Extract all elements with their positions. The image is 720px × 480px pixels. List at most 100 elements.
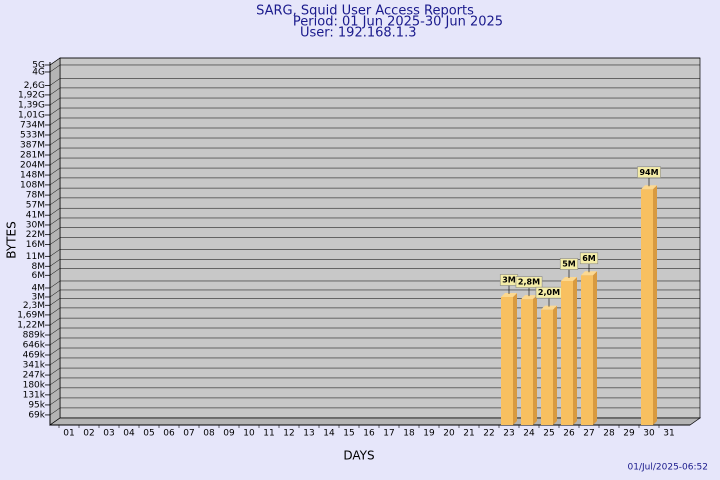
grid-line xyxy=(49,117,700,126)
chart-subtitle: Period: 01 Jun 2025-30 Jun 2025 xyxy=(293,15,503,30)
y-tick-label: 204M xyxy=(20,161,45,171)
x-tick-label: 08 xyxy=(203,429,215,439)
x-tick-label: 02 xyxy=(83,429,94,439)
grid-line xyxy=(49,78,700,86)
grid-line xyxy=(49,249,700,257)
x-tick-label: 03 xyxy=(103,429,114,439)
y-tick-label: 247k xyxy=(23,371,46,381)
footer: 01/Jul/2025-06:52 xyxy=(628,463,708,473)
y-tick-label: 108M xyxy=(20,180,45,190)
x-tick-label: 06 xyxy=(163,429,175,439)
x-tick-label: 25 xyxy=(543,429,554,439)
x-tick-label: 01 xyxy=(63,429,74,439)
grid-line xyxy=(49,237,700,245)
grid-line xyxy=(49,289,700,298)
bar-front xyxy=(581,275,593,425)
y-tick-label: 22M xyxy=(26,230,45,240)
y-tick-label: 16M xyxy=(26,240,45,250)
bar xyxy=(521,295,537,425)
x-axis-label: DAYS xyxy=(343,449,374,463)
y-tick-label: 1,39G xyxy=(18,101,45,111)
bar xyxy=(561,277,577,425)
y-tick-label: 281M xyxy=(20,151,45,161)
y-tick-label: 180k xyxy=(23,380,46,390)
grid-line xyxy=(49,167,700,176)
x-tick-label: 31 xyxy=(663,429,674,439)
y-tick-label: 69k xyxy=(28,410,45,420)
grid-line xyxy=(49,227,700,235)
chart-title: SARG, Squid User Access Reports xyxy=(256,4,474,19)
grid-line xyxy=(49,137,700,146)
x-tick-label: 26 xyxy=(563,429,575,439)
y-tick-label: 8M xyxy=(32,262,46,272)
grid-line xyxy=(49,107,700,116)
back-wall xyxy=(59,57,701,419)
x-tick-label: 30 xyxy=(643,429,655,439)
bar-front xyxy=(561,281,573,425)
x-tick-label: 24 xyxy=(523,429,535,439)
x-tick-label: 22 xyxy=(483,429,494,439)
x-tick-label: 12 xyxy=(283,429,294,439)
value-label: 3M xyxy=(502,275,516,284)
grid-line xyxy=(49,280,700,289)
grid-line xyxy=(49,197,700,206)
x-tick-label: 21 xyxy=(463,429,474,439)
x-tick-label: 11 xyxy=(263,429,274,439)
x-tick-label: 14 xyxy=(323,429,335,439)
bar xyxy=(501,292,517,425)
y-tick-label: 4G xyxy=(32,67,45,77)
x-tick-label: 18 xyxy=(403,429,415,439)
grid-line xyxy=(49,187,700,196)
x-tick-label: 05 xyxy=(143,429,154,439)
grid-line xyxy=(49,307,700,316)
x-tick-label: 17 xyxy=(383,429,394,439)
bar-top xyxy=(561,277,577,281)
bar-top xyxy=(501,292,517,297)
x-tick-label: 10 xyxy=(243,429,255,439)
bar-side xyxy=(593,271,597,425)
y-axis-label: BYTES xyxy=(5,221,19,258)
bar-side xyxy=(653,185,657,425)
y-tick-label: 2,6G xyxy=(24,81,45,91)
x-tick-label: 19 xyxy=(423,429,435,439)
y-tick-label: 30M xyxy=(26,220,45,230)
y-tick-label: 2,3M xyxy=(23,301,45,311)
y-tick-label: 1,92G xyxy=(18,90,45,100)
bar-top xyxy=(641,185,657,190)
grid-line xyxy=(49,337,700,346)
y-tick-label: 11M xyxy=(26,252,45,262)
bar-front xyxy=(521,299,533,425)
y-tick-label: 148M xyxy=(20,171,45,181)
x-tick-label: 28 xyxy=(603,429,615,439)
bar-side xyxy=(553,305,557,425)
y-tick-label: 469k xyxy=(23,351,46,361)
value-label: 6M xyxy=(582,254,596,263)
grid-line xyxy=(49,259,700,267)
bar-front xyxy=(541,309,553,425)
y-tick-label: 57M xyxy=(26,200,45,210)
x-tick-label: 07 xyxy=(183,429,194,439)
grid-line xyxy=(49,407,700,416)
grid-line xyxy=(49,157,700,166)
grid-line xyxy=(49,377,700,386)
grid-line xyxy=(49,357,700,366)
bar xyxy=(641,185,657,425)
bar-side xyxy=(573,277,577,425)
grid-line xyxy=(49,207,700,216)
bar-side xyxy=(533,295,537,425)
grid-line xyxy=(49,64,700,73)
grid-line xyxy=(49,87,700,96)
grid-line xyxy=(49,367,700,376)
value-label: 5M xyxy=(562,260,576,269)
grid-line xyxy=(49,327,700,336)
x-tick-label: 13 xyxy=(303,429,314,439)
grid-line xyxy=(49,177,700,186)
value-label-box xyxy=(515,276,543,288)
value-label: 94M xyxy=(639,168,658,177)
y-tick-label: 78M xyxy=(26,191,45,201)
grid-line xyxy=(49,347,700,356)
grid-line xyxy=(49,217,700,226)
y-tick-label: 5G xyxy=(32,61,45,71)
y-tick-label: 646k xyxy=(23,340,46,350)
